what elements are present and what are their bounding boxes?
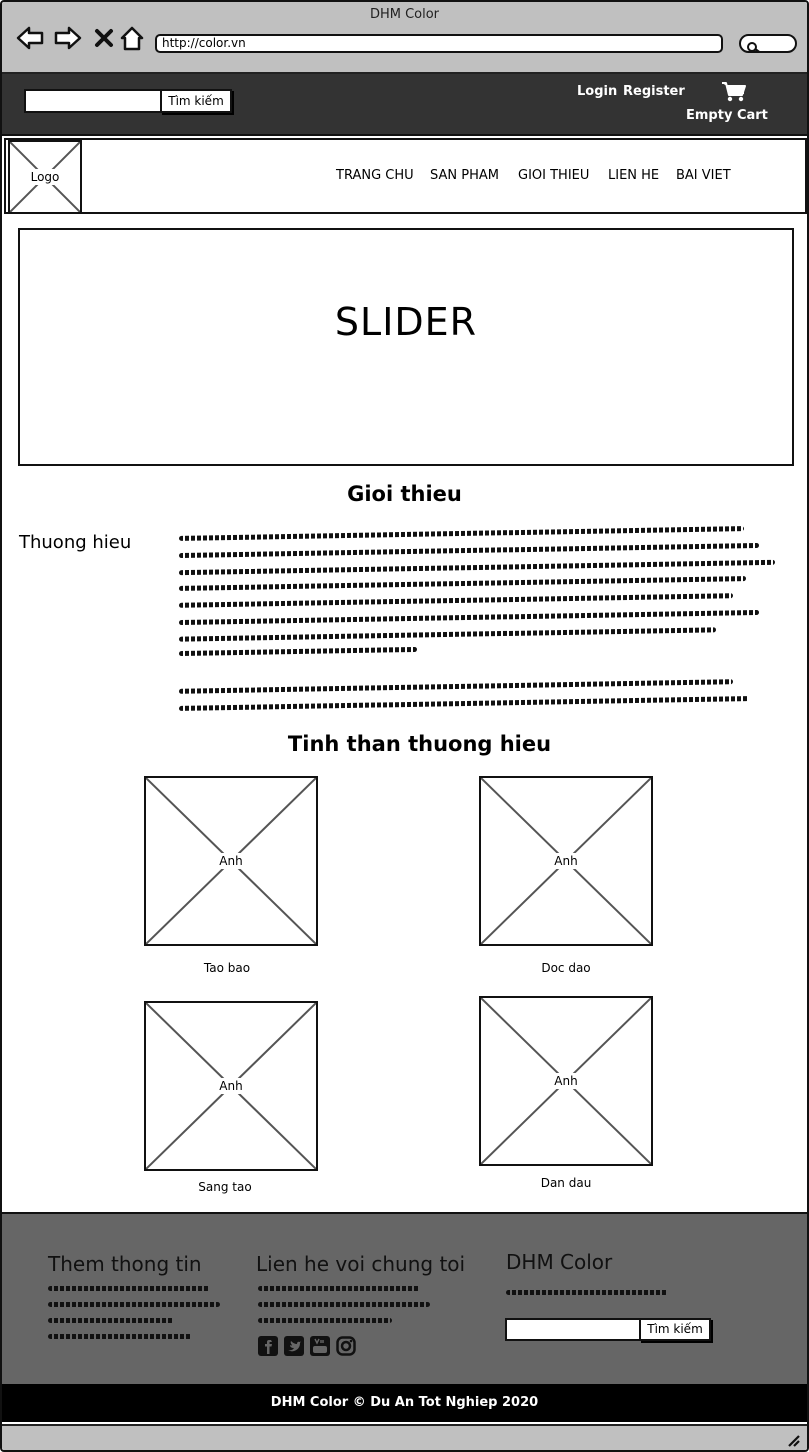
resize-grip-icon[interactable] [785,1432,801,1450]
home-icon[interactable] [118,24,146,52]
search-button[interactable]: Tìm kiếm [160,89,232,113]
back-icon[interactable] [16,24,44,52]
browser-search-field[interactable] [739,34,797,53]
text-line [258,1302,430,1307]
image-label: Anh [552,853,580,869]
caption-tao-bao: Tao bao [203,961,251,975]
footer-search-button[interactable]: Tìm kiếm [639,1318,711,1341]
text-line [48,1334,192,1339]
window-title: DHM Color [369,7,440,22]
register-link[interactable]: Register [623,84,685,99]
text-line [179,593,733,608]
image-placeholder: Anh [479,776,653,946]
twitter-icon[interactable] [284,1336,304,1360]
text-line [258,1318,392,1323]
caption-doc-dao: Doc dao [541,961,591,975]
site-footer: Them thong tin Lien he voi chung toi DHM… [2,1212,807,1384]
brand-subheading: Thuong hieu [19,532,132,553]
text-line [258,1286,420,1291]
search-input[interactable] [24,89,162,113]
text-line [179,627,716,642]
login-link[interactable]: Login [577,84,618,99]
browser-chrome: DHM Color http://color.vn [2,2,807,74]
instagram-icon[interactable] [336,1336,356,1360]
top-bar: Tìm kiếm Login Register Empty Cart [2,74,807,136]
text-line [506,1290,668,1295]
text-line [48,1318,174,1323]
slider-label: SLIDER [334,300,478,344]
facebook-icon[interactable] [258,1336,278,1360]
site-header: Logo TRANG CHU SAN PHAM GIOI THIEU LIEN … [4,138,807,214]
logo[interactable]: Logo [8,140,82,214]
image-label: Anh [552,1073,580,1089]
footer-col3-title: DHM Color [506,1250,613,1274]
text-line [179,526,744,541]
nav-trang-chu[interactable]: TRANG CHU [336,168,414,183]
nav-lien-he[interactable]: LIEN HE [608,168,660,183]
text-line [179,679,733,694]
image-placeholder: Anh [144,1001,318,1171]
hero-slider[interactable]: SLIDER [18,228,794,466]
social-links [258,1336,356,1360]
caption-dan-dau: Dan dau [540,1176,592,1190]
intro-heading: Gioi thieu [347,482,462,506]
image-placeholder: Anh [479,996,653,1166]
status-bar [2,1424,807,1450]
text-line [179,646,417,657]
text-line [179,609,759,626]
text-line [179,542,759,559]
cart-icon[interactable] [721,81,747,107]
footer-col1-title: Them thong tin [48,1252,202,1276]
image-placeholder: Anh [144,776,318,946]
logo-label: Logo [28,169,62,185]
forward-icon[interactable] [54,24,82,52]
youtube-icon[interactable] [310,1336,330,1360]
image-label: Anh [217,853,245,869]
search-icon [746,38,760,57]
text-line [179,576,746,591]
stop-icon[interactable] [90,24,118,52]
cart-status[interactable]: Empty Cart [686,108,768,123]
text-line [179,696,749,711]
caption-sang-tao: Sang tao [198,1180,252,1194]
copyright: DHM Color © Du An Tot Nghiep 2020 [2,1384,807,1422]
spirit-heading: Tinh than thuong hieu [287,732,552,756]
image-label: Anh [217,1078,245,1094]
nav-san-pham[interactable]: SAN PHAM [430,168,499,183]
text-line [179,559,775,576]
nav-bai-viet[interactable]: BAI VIET [676,168,731,183]
address-bar[interactable]: http://color.vn [155,34,723,53]
footer-col2-title: Lien he voi chung toi [256,1252,466,1276]
text-line [48,1302,220,1307]
text-line [48,1286,210,1291]
footer-search-input[interactable] [505,1318,641,1341]
nav-gioi-thieu[interactable]: GIOI THIEU [518,168,590,183]
